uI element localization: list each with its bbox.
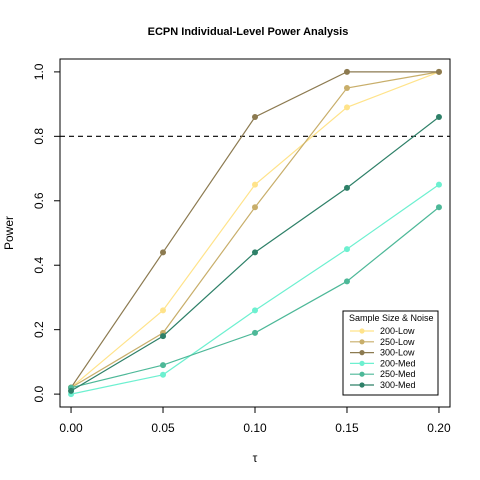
legend: Sample Size & Noise 200-Low250-Low300-Lo… <box>342 310 439 396</box>
x-axis-title: τ <box>253 451 258 465</box>
legend-label: 300-Low <box>380 348 415 358</box>
data-point <box>343 184 350 191</box>
legend-label: 250-Low <box>380 337 415 347</box>
data-point <box>160 249 167 256</box>
legend-label: 250-Med <box>380 369 416 379</box>
y-tick-label: 0.0 <box>32 385 46 402</box>
data-point <box>160 362 167 369</box>
data-point <box>160 371 167 378</box>
data-point <box>160 333 167 340</box>
y-tick-label: 0.8 <box>32 128 46 145</box>
data-point <box>343 246 350 253</box>
data-point <box>343 85 350 91</box>
x-tick-label: 0.05 <box>151 421 175 435</box>
x-tick-label: 0.15 <box>335 421 359 435</box>
data-point <box>435 114 442 120</box>
series-250-Med <box>68 204 442 391</box>
data-point <box>68 387 75 394</box>
legend-items: 200-Low250-Low300-Low200-Med250-Med300-M… <box>350 326 416 390</box>
data-point <box>435 181 442 188</box>
x-tick-label: 0.00 <box>59 421 83 435</box>
data-point <box>252 204 258 211</box>
x-tick-label: 0.20 <box>427 421 451 435</box>
legend-label: 300-Med <box>380 380 416 390</box>
legend-title: Sample Size & Noise <box>349 313 434 323</box>
series-layer <box>68 68 442 398</box>
y-axis-title: Power <box>2 216 16 250</box>
data-point <box>252 249 258 256</box>
legend-label: 200-Low <box>380 326 415 336</box>
data-point <box>252 307 258 314</box>
data-point <box>252 329 258 336</box>
legend-swatch-point <box>359 350 365 356</box>
data-point <box>252 114 258 120</box>
legend-swatch-point <box>359 382 365 388</box>
data-point <box>435 204 442 211</box>
data-point <box>435 68 442 75</box>
legend-label: 200-Med <box>380 358 416 368</box>
chart-title: ECPN Individual-Level Power Analysis <box>148 26 349 38</box>
data-point <box>252 181 258 188</box>
axes: 0.00 0.05 0.10 0.15 0.20 0.0 0.2 0.4 0.6 0.8 1.0 <box>32 63 451 435</box>
data-point <box>343 104 350 111</box>
series-300-Med <box>68 114 442 394</box>
legend-swatch-point <box>359 360 365 366</box>
legend-swatch-point <box>359 371 365 377</box>
data-point <box>343 278 350 285</box>
series-200-Med <box>68 181 442 398</box>
y-tick-label: 0.6 <box>32 192 46 209</box>
data-point <box>343 68 350 75</box>
legend-swatch-point <box>359 328 365 334</box>
y-tick-label: 1.0 <box>32 63 46 80</box>
y-tick-label: 0.4 <box>32 257 46 274</box>
legend-swatch-point <box>359 339 365 345</box>
data-point <box>160 307 167 314</box>
y-tick-label: 0.2 <box>32 321 46 338</box>
x-tick-label: 0.10 <box>243 421 267 435</box>
